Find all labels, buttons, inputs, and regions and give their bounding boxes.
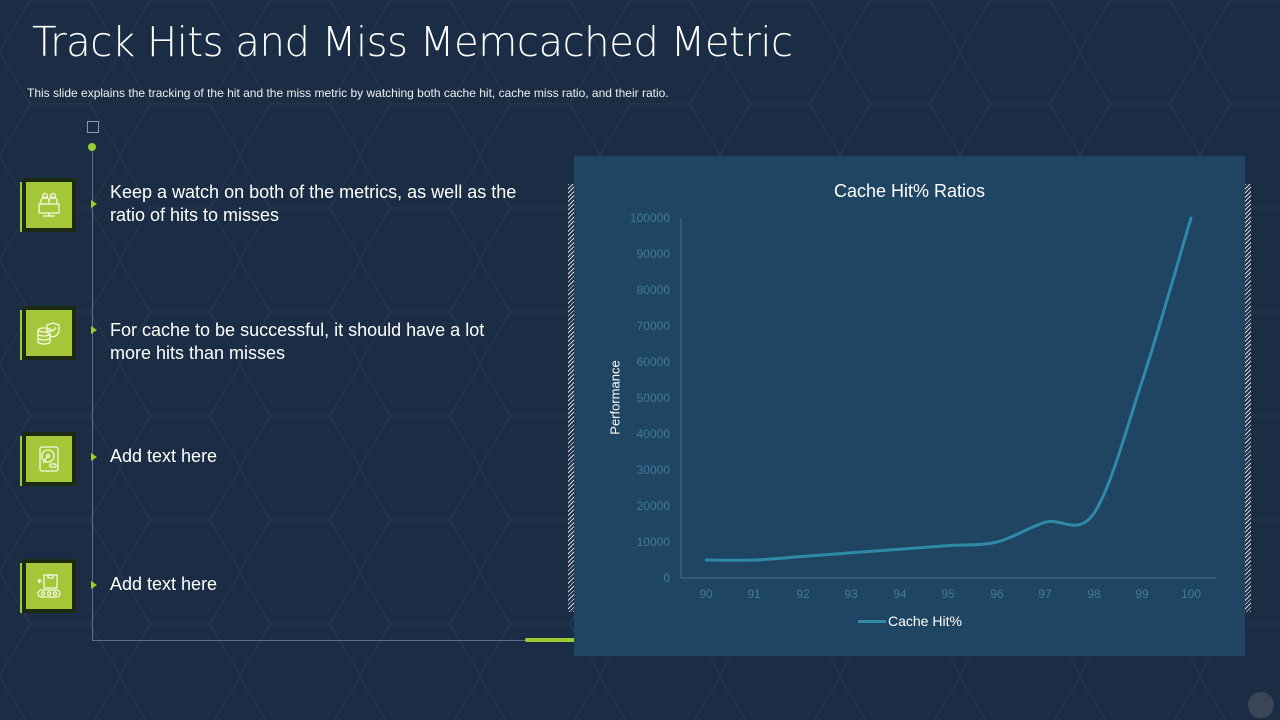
y-tick: 40000 [636,427,670,441]
chart-panel [574,156,1245,656]
item-text: Add text here [110,446,218,466]
x-tick: 99 [1135,587,1149,601]
chart-title: Cache Hit% Ratios [833,181,986,201]
item-text: Keep a watch on both of the metrics, as … [110,182,517,225]
x-tick: 96 [990,587,1004,601]
timeline-vertical-line [92,151,93,641]
chart-hatch-left [568,184,574,612]
x-tick: 95 [941,587,955,601]
x-tick: 92 [796,587,810,601]
list-item: Keep a watch on both of the metrics, as … [20,178,520,234]
y-tick: 20000 [636,499,670,513]
y-axis-label: Performance [607,360,623,435]
y-tick: 100000 [629,211,670,225]
list-item: Add text here [20,432,520,488]
corner-circle [1248,692,1274,718]
legend-swatch [858,619,886,623]
x-tick: 100 [1180,587,1202,601]
x-tick: 97 [1038,587,1052,601]
y-tick: 10000 [636,535,670,549]
y-tick: 30000 [636,463,670,477]
item-text: For cache to be successful, it should ha… [110,320,485,363]
x-tick: 93 [844,587,858,601]
timeline-start-square [87,121,99,133]
conveyor-box-icon [37,574,61,598]
chart-legend: Cache Hit% [858,613,962,629]
monitor-users-icon [38,192,60,217]
hard-disk-icon [39,446,59,472]
y-tick: 50000 [636,391,670,405]
bullet-arrow-icon [91,581,97,589]
timeline-horizontal-line [92,640,622,641]
y-tick: 70000 [636,319,670,333]
database-shield-icon [37,322,60,345]
list-item: For cache to be successful, it should ha… [20,306,520,363]
page-title: Track Hits and Miss Memcached Metric [32,18,793,66]
timeline-dot [88,143,96,151]
bullet-arrow-icon [91,200,97,208]
x-tick: 94 [893,587,907,601]
legend-label: Cache Hit% [888,613,962,629]
y-tick: 0 [663,571,670,585]
x-tick: 90 [699,587,713,601]
item-text: Add text here [110,574,218,594]
page-subtitle: This slide explains the tracking of the … [27,86,669,100]
x-tick: 91 [747,587,761,601]
y-tick: 60000 [636,355,670,369]
icon-tile [20,178,76,234]
list-item: Add text here [20,559,520,615]
icon-tile [20,306,76,362]
icon-tile [20,559,76,615]
bullet-arrow-icon [91,453,97,461]
y-tick: 90000 [636,247,670,261]
bullet-arrow-icon [91,326,97,334]
x-tick: 98 [1087,587,1101,601]
y-tick: 80000 [636,283,670,297]
chart-hatch-right [1245,184,1251,612]
timeline-accent-bar [525,638,579,642]
icon-tile [20,432,76,488]
